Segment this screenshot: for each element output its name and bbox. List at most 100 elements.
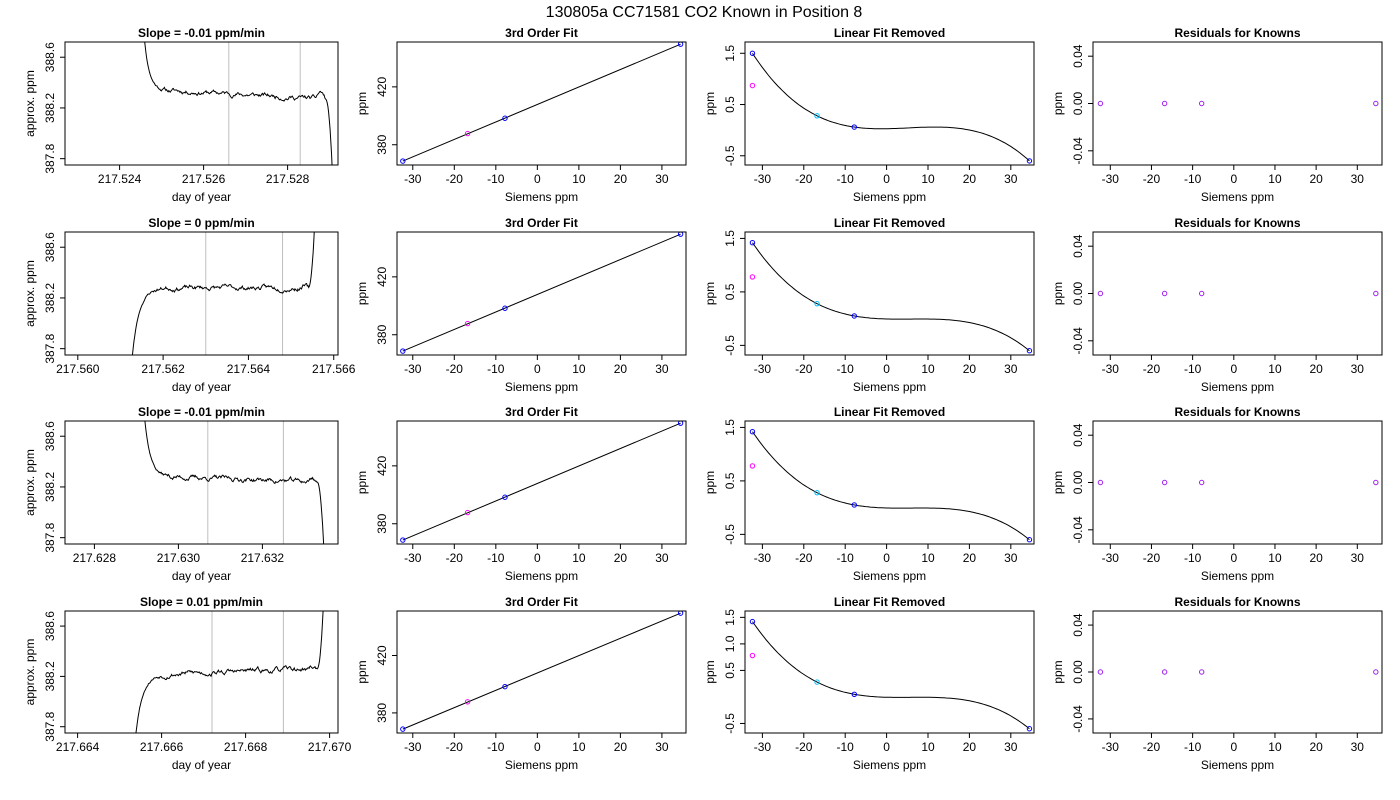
x-axis: -30 -20 -10 0 10 20 30 Siemens ppm	[754, 733, 1018, 772]
y-tick-label: 380	[375, 703, 389, 723]
y-tick-label: -0.04	[1071, 137, 1085, 165]
y-axis: -0.04 0.00 0.04 ppm	[1051, 423, 1093, 543]
data-point	[1097, 290, 1104, 297]
y-tick-label: 0.04	[1071, 423, 1085, 447]
x-tick-label: 217.666	[140, 740, 184, 754]
panel-title: Linear Fit Removed	[834, 405, 945, 419]
plot-area	[402, 233, 681, 352]
x-tick-label: -20	[1143, 551, 1161, 565]
y-tick-label: -0.5	[723, 335, 737, 356]
x-tick-label: 0	[534, 551, 541, 565]
plot-frame	[1092, 231, 1383, 356]
x-tick-label: 30	[1004, 362, 1018, 376]
x-tick-label: 30	[655, 362, 669, 376]
x-tick-label: 20	[614, 551, 628, 565]
data-point	[464, 130, 471, 137]
data-point	[502, 683, 508, 690]
x-tick-label: 30	[1004, 172, 1018, 186]
x-tick-label: 217.562	[141, 362, 185, 376]
y-tick-label: -0.5	[723, 713, 737, 734]
x-tick-label: 20	[1309, 740, 1323, 754]
y-tick-label: 0.04	[1071, 44, 1085, 68]
panel-r3c2: 3rd Order Fit -30 -20 -10 0 10 20 30 Siemens ppm…	[355, 405, 687, 583]
x-tick-label: 30	[655, 172, 669, 186]
panel-title: Residuals for Knowns	[1174, 405, 1300, 419]
data-point	[1026, 348, 1033, 354]
y-tick-label: 0.04	[1071, 234, 1085, 258]
fit-curve	[752, 53, 1030, 162]
x-tick-label: -30	[404, 551, 422, 565]
x-tick-label: 10	[572, 362, 586, 376]
y-axis: -0.5 0.5 1.5 ppm	[703, 45, 745, 166]
x-tick-label: 0	[534, 172, 541, 186]
x-axis-label: Siemens ppm	[853, 190, 926, 204]
x-tick-label: 20	[963, 362, 977, 376]
y-axis: 387.8 388.2 388.6 approx. ppm	[23, 232, 65, 364]
x-tick-label: 10	[921, 551, 935, 565]
y-tick-label: -0.5	[723, 145, 737, 166]
y-tick-label: 388.6	[43, 421, 57, 451]
x-tick-label: -10	[1184, 551, 1202, 565]
panel-title: 3rd Order Fit	[505, 405, 578, 419]
x-axis-label: Siemens ppm	[853, 569, 926, 583]
x-tick-label: -10	[487, 362, 505, 376]
x-tick-label: -20	[1143, 362, 1161, 376]
x-tick-label: -30	[1102, 551, 1120, 565]
data-point	[400, 348, 406, 354]
figure-title: 130805a CC71581 CO2 Known in Position 8	[546, 4, 863, 21]
x-tick-label: 20	[614, 740, 628, 754]
panel-title: Linear Fit Removed	[834, 216, 945, 230]
y-axis: -0.04 0.00 0.04 ppm	[1051, 234, 1093, 354]
y-axis: 380 420 ppm	[355, 645, 397, 723]
panel-title: Slope = 0 ppm/min	[148, 216, 254, 230]
x-tick-label: 30	[1004, 551, 1018, 565]
x-axis-label: Siemens ppm	[1201, 569, 1274, 583]
plot-frame	[396, 41, 687, 166]
x-tick-label: 10	[572, 551, 586, 565]
data-point	[749, 652, 756, 659]
x-tick-label: 20	[963, 740, 977, 754]
y-axis-label: ppm	[703, 471, 717, 494]
panel-r4c3: Linear Fit Removed -30 -20 -10 0 10 20 30 Siemen…	[703, 595, 1035, 772]
x-tick-label: -30	[404, 362, 422, 376]
plot-area	[752, 242, 1030, 352]
x-tick-label: 10	[1268, 740, 1282, 754]
y-axis-label: ppm	[355, 471, 369, 494]
x-axis: -30 -20 -10 0 10 20 30 Siemens ppm	[404, 355, 669, 394]
x-tick-label: 217.526	[182, 172, 226, 186]
panel-title: 3rd Order Fit	[505, 26, 578, 40]
x-tick-label: 217.566	[312, 362, 356, 376]
data-point	[1373, 669, 1379, 675]
x-tick-label: 217.664	[56, 740, 100, 754]
x-tick-label: -20	[795, 172, 813, 186]
panel-r3c4: Residuals for Knowns -30 -20 -10 0 10 20 30 Siem…	[1051, 405, 1383, 583]
x-axis-label: Siemens ppm	[853, 380, 926, 394]
x-tick-label: 10	[1268, 172, 1282, 186]
y-axis-label: approx. ppm	[23, 260, 37, 327]
y-axis-label: approx. ppm	[23, 639, 37, 706]
x-axis-label: Siemens ppm	[853, 758, 926, 772]
x-tick-label: -20	[1143, 172, 1161, 186]
plot-area	[144, 421, 325, 544]
y-tick-label: 380	[375, 134, 389, 154]
panel-title: Residuals for Knowns	[1174, 26, 1300, 40]
y-axis: -0.04 0.00 0.04 ppm	[1051, 44, 1093, 164]
x-tick-label: -20	[446, 740, 464, 754]
y-axis-label: ppm	[355, 282, 369, 305]
x-axis: -30 -20 -10 0 10 20 30 Siemens ppm	[1102, 355, 1364, 394]
y-axis-label: ppm	[703, 92, 717, 115]
data-point	[1161, 290, 1168, 297]
panel-r3c3: Linear Fit Removed -30 -20 -10 0 10 20 30 Siemen…	[703, 405, 1035, 583]
data-point	[1161, 100, 1168, 107]
x-tick-label: 10	[921, 740, 935, 754]
y-tick-label: 388.2	[43, 283, 57, 313]
x-axis: 217.628 217.630 217.632 day of year	[73, 544, 284, 583]
data-point	[749, 428, 756, 435]
data-point	[464, 699, 471, 705]
x-tick-label: 217.564	[227, 362, 271, 376]
data-point	[749, 463, 756, 469]
data-point	[1097, 669, 1104, 675]
